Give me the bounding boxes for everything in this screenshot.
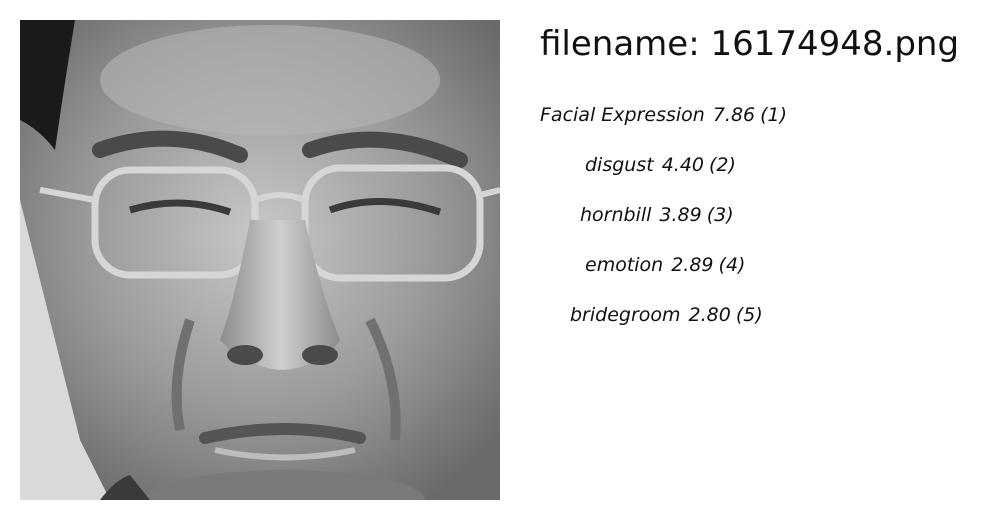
prediction-rank: (2) bbox=[709, 154, 736, 176]
prediction-item: emotion 2.89 (4) bbox=[585, 250, 745, 280]
prediction-rank: (5) bbox=[735, 304, 763, 326]
prediction-item: bridegroom 2.80 (5) bbox=[570, 300, 763, 330]
prediction-rank: (4) bbox=[718, 254, 746, 276]
prediction-item: Facial Expression 7.86 (1) bbox=[540, 100, 787, 130]
prediction-rank: (3) bbox=[706, 204, 734, 226]
prediction-item: hornbill 3.89 (3) bbox=[580, 200, 734, 230]
prediction-score: 4.40 bbox=[661, 154, 705, 176]
prediction-score: 3.89 bbox=[659, 204, 702, 226]
prediction-score: 7.86 bbox=[712, 104, 756, 126]
prediction-label: bridegroom bbox=[570, 304, 681, 326]
prediction-label: emotion bbox=[585, 254, 664, 276]
prediction-label: hornbill bbox=[580, 204, 652, 226]
filename-label: filename: 16174948.png bbox=[540, 24, 960, 64]
prediction-label: disgust bbox=[585, 154, 654, 176]
face-photo-drawing bbox=[20, 20, 500, 500]
prediction-score: 2.80 bbox=[688, 304, 731, 326]
face-photo bbox=[20, 20, 500, 500]
prediction-label: Facial Expression bbox=[540, 104, 705, 126]
prediction-score: 2.89 bbox=[671, 254, 714, 276]
prediction-item: disgust 4.40 (2) bbox=[585, 150, 736, 180]
prediction-rank: (1) bbox=[760, 104, 788, 126]
